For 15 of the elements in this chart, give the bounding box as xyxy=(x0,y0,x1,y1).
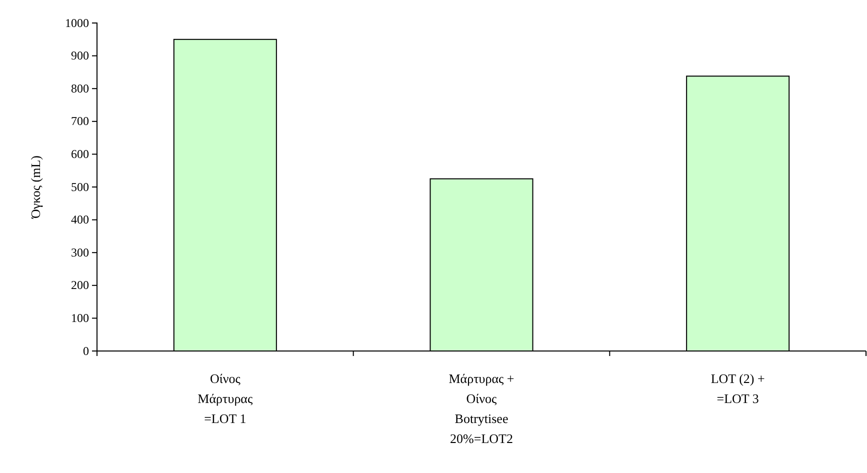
x-tick-label: Μάρτυρας + Οίνος Botrytisee 20%=LOT2 xyxy=(448,371,514,446)
y-tick-label: 600 xyxy=(71,147,89,162)
x-tick-label: LOT (2) + =LOT 3 xyxy=(710,371,765,406)
y-tick-label: 200 xyxy=(71,278,89,292)
y-tick-label: 0 xyxy=(83,344,89,358)
x-tick-label: Οίνος Μάρτυρας =LOT 1 xyxy=(198,371,254,426)
y-tick-label: 400 xyxy=(71,212,89,227)
y-axis-title: Όγκος (mL) xyxy=(28,155,43,220)
y-tick-label: 300 xyxy=(71,245,89,260)
y-tick-label: 500 xyxy=(71,180,89,194)
y-tick-label: 800 xyxy=(71,81,89,96)
y-tick-label: 700 xyxy=(71,114,89,128)
y-tick-label: 1000 xyxy=(65,16,89,30)
y-tick-label: 900 xyxy=(71,48,89,63)
y-tick-label: 100 xyxy=(71,311,89,326)
